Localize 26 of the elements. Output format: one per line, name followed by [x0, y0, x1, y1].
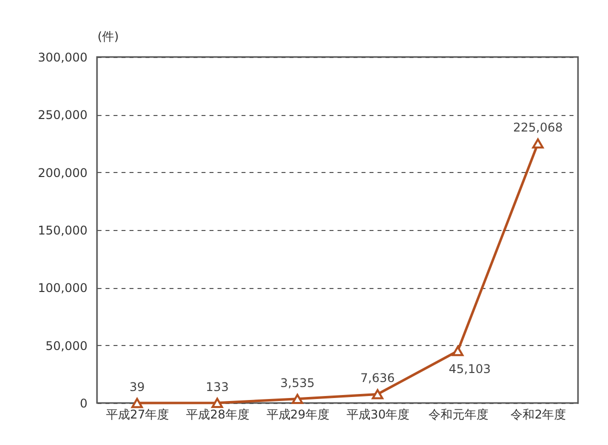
x-tick-label: 平成29年度 [266, 408, 330, 422]
y-tick-label: 0 [80, 396, 88, 410]
x-tick-label: 令和元年度 [428, 408, 488, 422]
text: 39 [129, 380, 145, 394]
text: 45,103 [448, 362, 491, 376]
point [292, 394, 304, 404]
y-tick-label: 150,000 [38, 224, 88, 238]
y-tick-label: 300,000 [38, 50, 88, 64]
text: 225,068 [513, 120, 563, 134]
text: 3,535 [280, 376, 315, 390]
y-tick-label: 50,000 [46, 338, 88, 353]
x-tick-label: 平成27年度 [106, 408, 170, 422]
text: 7,636 [360, 371, 395, 386]
x-tick-label: 平成30年度 [346, 408, 410, 422]
point [452, 346, 464, 356]
y-tick-label: 200,000 [38, 166, 88, 180]
point [372, 389, 384, 400]
point [212, 398, 223, 408]
y-tick-label: 100,000 [38, 281, 88, 296]
x-tick-label: 平成28年度 [186, 408, 250, 422]
y-tick-label: 250,000 [38, 108, 88, 122]
text: 133 [206, 380, 229, 394]
point [532, 138, 544, 149]
y-axis-title: (件) [98, 30, 119, 44]
point [131, 398, 143, 408]
x-tick-label: 令和2年度 [510, 408, 566, 422]
